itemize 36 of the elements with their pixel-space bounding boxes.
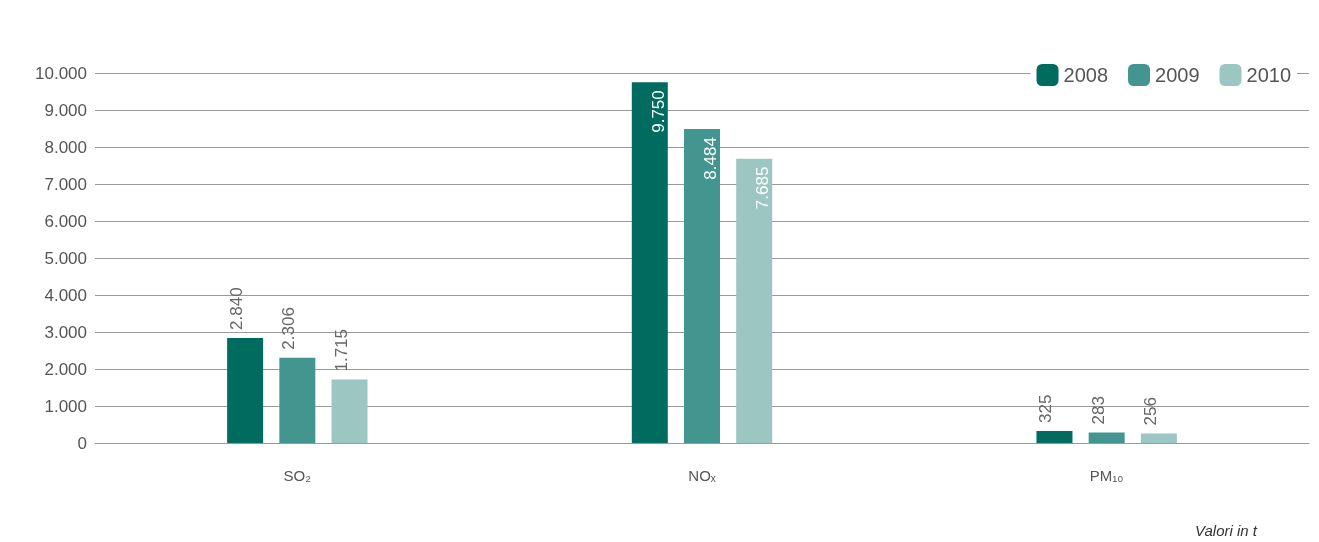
legend-label: 2009 (1155, 64, 1200, 86)
bar (227, 337, 264, 443)
y-tick-label: 10.000 (35, 63, 87, 83)
y-tick-label: 4.000 (44, 285, 87, 305)
bar (631, 82, 668, 443)
data-label: 7.685 (753, 166, 773, 210)
data-label: 8.484 (701, 137, 720, 180)
bar (331, 379, 368, 443)
bar (736, 158, 773, 443)
data-label: 256 (1140, 397, 1160, 426)
bar (1088, 432, 1125, 443)
data-label: 283 (1088, 396, 1108, 425)
legend-label: 2008 (1063, 64, 1109, 86)
bar (1036, 430, 1073, 443)
legend-label: 2010 (1246, 64, 1292, 86)
bar (1140, 433, 1177, 443)
bar (279, 357, 316, 443)
y-tick-label: 6.000 (44, 211, 87, 231)
data-label: 1.715 (331, 329, 351, 372)
x-tick-label: SO₂ (283, 467, 312, 484)
data-label: 325 (1036, 394, 1056, 423)
text: Valori in t (1195, 522, 1258, 539)
data-label: 9.750 (648, 90, 668, 133)
y-tick-label: 5.000 (44, 248, 87, 268)
y-tick-label: 3.000 (44, 322, 87, 342)
y-tick-label: 2.000 (44, 359, 87, 379)
y-tick-label: 8.000 (44, 137, 87, 157)
x-tick-label: NOₓ (688, 467, 716, 484)
x-tick-label: PM₁₀ (1089, 467, 1124, 484)
y-tick-label: 1.000 (44, 396, 87, 416)
y-tick-label: 7.000 (44, 174, 87, 194)
y-tick-label: 9.000 (44, 100, 87, 120)
bar (684, 129, 720, 443)
data-label: 2.840 (227, 287, 247, 330)
y-tick-label: 0 (77, 433, 87, 453)
data-label: 2.306 (279, 307, 299, 350)
